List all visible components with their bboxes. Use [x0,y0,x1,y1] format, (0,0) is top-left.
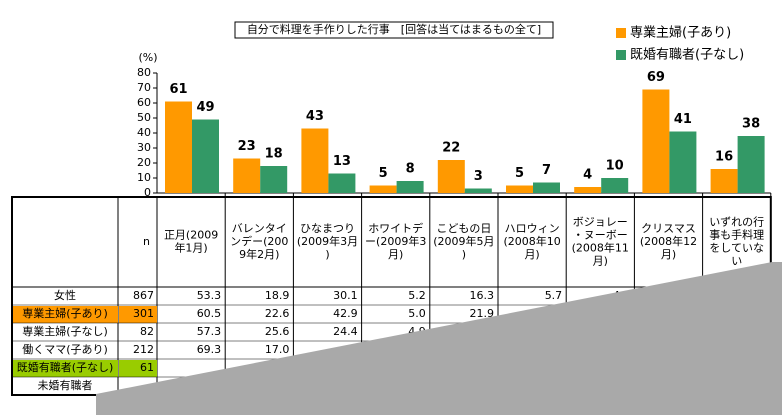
value-label: 49 [196,100,214,115]
row-label: 女性 [54,288,76,302]
title-box [234,21,554,39]
bar [464,188,492,193]
n-value: 867 [133,289,154,302]
y-tick-label: 50 [137,111,151,124]
value-label: 69 [647,70,665,85]
chart-title: 自分で料理を手作りした行事 [回答は当てはまるもの全て] [247,22,541,36]
value-label: 7 [542,163,551,178]
value-label: 16 [715,150,733,165]
value-label: 43 [306,109,324,124]
bar [192,119,219,193]
y-tick-label: 60 [137,96,151,109]
legend-swatch [616,28,626,38]
legend-swatch [616,50,626,60]
row-label-bg [13,306,118,323]
bar [437,160,465,193]
bar [642,89,670,193]
row-label: 働くママ(子あり) [22,343,108,356]
value-label: 4 [583,168,592,183]
bar [328,173,356,193]
y-tick-label: 20 [137,156,151,169]
n-bg [119,360,157,377]
column-header: クリスマス(2008年12 月) [640,222,697,261]
column-header: バレンタインデー(200 9年2月) [230,222,288,261]
value-label: 3 [474,169,483,184]
cell-value: 18.9 [265,289,290,302]
y-unit: (%) [138,51,157,64]
y-tick-label: 80 [137,66,151,79]
cell-value: 22.6 [265,307,290,320]
n-value: 61 [140,361,154,374]
value-label: 8 [406,162,415,177]
value-label: 5 [379,166,388,181]
n-header: n [143,235,150,248]
bar [737,136,765,193]
cell-value: 25.6 [265,325,290,338]
cell-value: 42.9 [333,307,358,320]
value-label: 18 [265,147,283,162]
legend-label: 既婚有職者(子なし) [630,48,744,63]
y-tick-label: 30 [137,141,151,154]
bar [260,166,288,193]
bar [233,158,261,193]
bar [165,101,192,193]
value-label: 10 [606,159,624,174]
cell-value: 69.3 [197,343,222,356]
n-value: 82 [140,325,154,338]
row-label: 専業主婦(子あり) [22,306,108,320]
n-bg [119,306,157,323]
bar [396,181,424,193]
cell-value: 5.2 [408,289,426,302]
value-label: 38 [742,117,760,132]
cell-value: 5.0 [408,307,426,320]
row-label: 既婚有職者(子なし) [17,360,114,374]
value-label: 61 [169,82,187,97]
n-value: 212 [133,343,154,356]
bar [533,182,560,193]
value-label: 23 [238,139,256,154]
bar [710,169,738,193]
value-label: 41 [674,112,692,127]
column-header: いずれの行事も手料理をしていない [709,216,764,268]
row-label: 未婚有職者 [38,378,93,392]
column-header: ひなまつり(2009年3月) [297,222,358,261]
y-tick-label: 40 [137,126,151,139]
column-header: こどもの日(2009年5月) [433,222,494,261]
y-tick-label: 70 [137,81,151,94]
row-label-bg [13,360,118,377]
value-label: 13 [333,154,351,169]
cell-value: 21.9 [470,307,495,320]
column-header: ハロウィン(2008年10 月) [503,222,560,261]
bar [506,185,533,193]
column-header: 正月(2009 年1月) [164,229,218,255]
column-header: ホワイトデー(2009年3 月) [365,221,426,261]
value-label: 22 [442,141,460,156]
bar [669,131,697,193]
legend-label: 専業主婦(子あり) [630,25,731,41]
y-tick-label: 0 [144,186,151,199]
cell-value: 5.7 [545,289,563,302]
occluder [96,262,782,415]
cell-value: 16.3 [470,289,495,302]
row-label: 専業主婦(子なし) [22,324,108,338]
cell-value: 24.4 [333,325,358,338]
cell-value: 17.0 [265,343,290,356]
cell-value: 60.5 [197,307,222,320]
bar [369,185,397,193]
bar [601,178,629,193]
column-header: ボジョレー・ヌーボー(2008年11 月) [572,216,629,268]
y-tick-label: 10 [137,171,151,184]
cell-value: 53.3 [197,289,222,302]
bar [301,128,329,193]
cell-value: 57.3 [197,325,222,338]
value-label: 5 [515,166,524,181]
n-value: 301 [133,307,154,320]
cell-value: 30.1 [333,289,358,302]
bar [574,187,602,193]
